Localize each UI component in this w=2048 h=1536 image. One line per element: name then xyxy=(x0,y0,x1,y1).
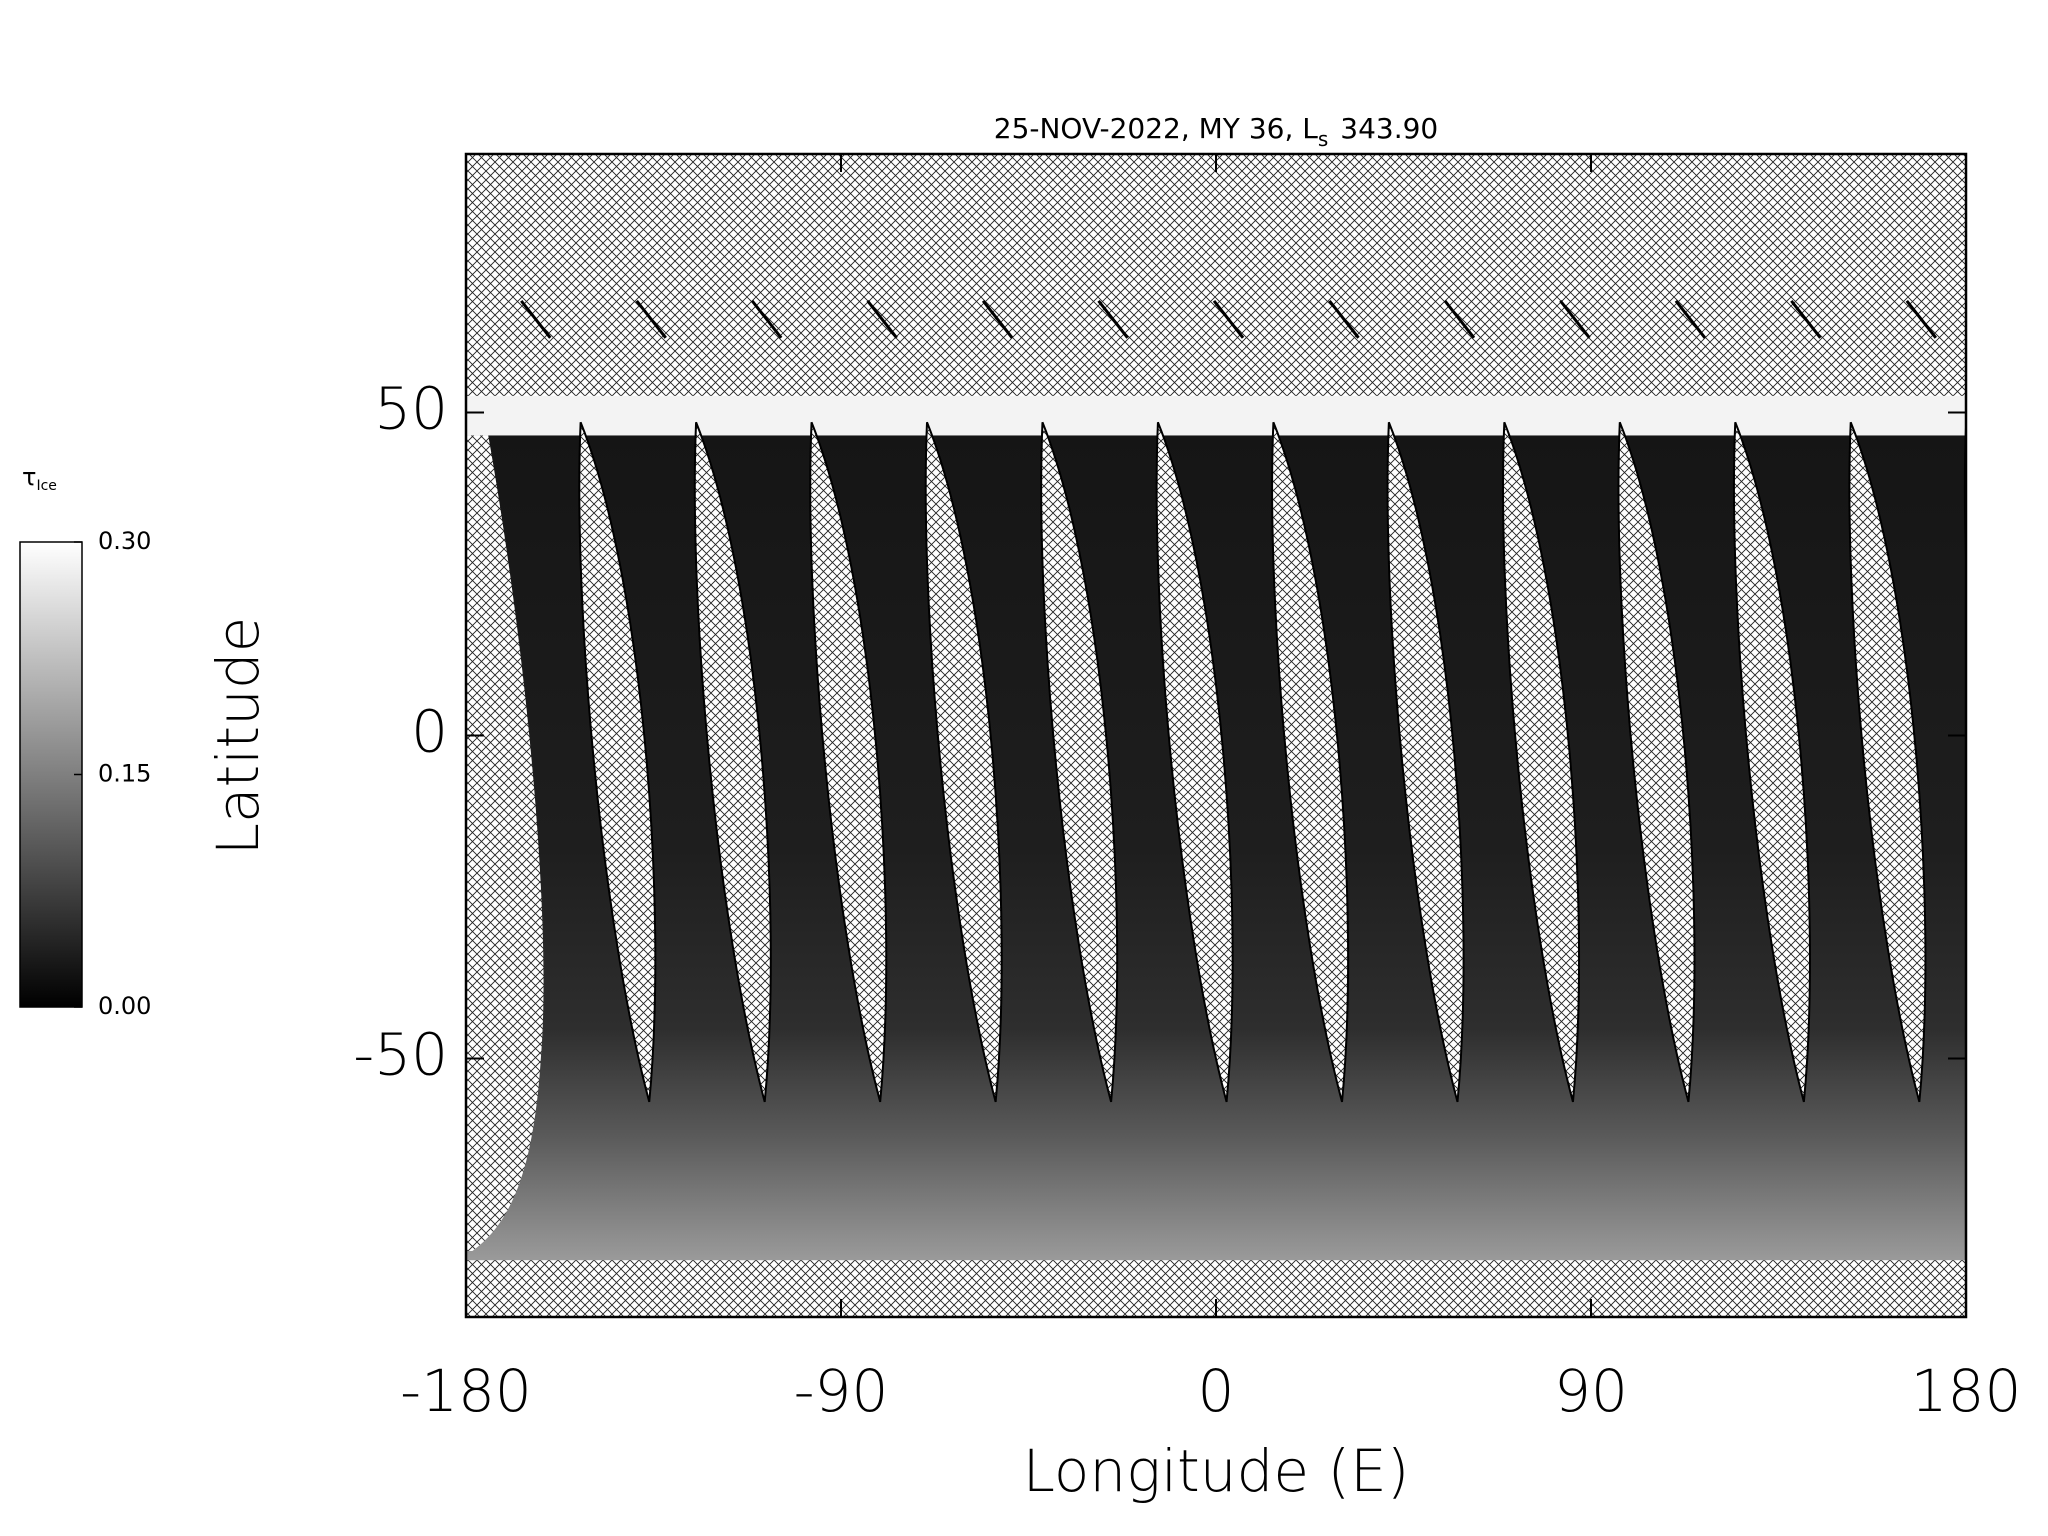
orbit-streak xyxy=(1212,299,1245,339)
swath-gap xyxy=(1848,421,1927,1103)
colorbar-tick-label: 0.15 xyxy=(98,760,151,788)
orbit-streak xyxy=(1097,299,1129,339)
orbit-streak xyxy=(1443,299,1476,339)
edge-gap xyxy=(466,435,544,1251)
swath-gap xyxy=(693,421,772,1103)
swath-gap xyxy=(1386,421,1465,1103)
swath-gap xyxy=(1271,421,1350,1103)
x-tick-label: 180 xyxy=(1911,1357,2022,1425)
swath-gap xyxy=(1963,422,1966,584)
colorbar-tick-label: 0.00 xyxy=(98,992,151,1020)
swath-gap xyxy=(1155,421,1234,1103)
y-axis-title: Latitude xyxy=(204,617,272,856)
orbit-streak xyxy=(981,299,1014,339)
swath-gap xyxy=(578,421,657,1103)
x-tick-label: -90 xyxy=(794,1357,889,1425)
chart-title: 25-NOV-2022, MY 36, Ls 343.90 xyxy=(994,112,1439,151)
x-tick-label: 0 xyxy=(1198,1357,1235,1425)
y-tick-label: 0 xyxy=(411,698,448,766)
orbit-streak xyxy=(1328,299,1360,339)
orbit-streak xyxy=(1790,299,1822,339)
y-tick-label: 50 xyxy=(374,374,448,442)
orbit-streak xyxy=(1674,299,1707,339)
orbit-streak xyxy=(1559,299,1591,339)
y-tick-label: -50 xyxy=(353,1021,448,1089)
x-axis-title: Longitude (E) xyxy=(1023,1437,1410,1505)
orbit-streak xyxy=(635,299,667,339)
swath-gap xyxy=(1732,421,1811,1103)
orbit-streak xyxy=(1905,299,1938,339)
plot-area xyxy=(466,154,1966,1317)
orbit-streak xyxy=(866,299,898,339)
colorbar-label: τIce xyxy=(22,463,57,494)
colorbar xyxy=(19,541,83,1008)
orbit-streak xyxy=(750,299,783,339)
swath-gap xyxy=(1502,421,1581,1103)
map-image xyxy=(466,154,1966,1317)
swath-gap xyxy=(1617,421,1696,1103)
swath-gap xyxy=(809,421,888,1103)
colorbar-tick-label: 0.30 xyxy=(98,527,151,555)
x-tick-label: -180 xyxy=(400,1357,532,1425)
orbit-streak xyxy=(520,299,552,339)
x-tick-label: 90 xyxy=(1554,1357,1628,1425)
swath-gap xyxy=(924,421,1003,1103)
swath-gap xyxy=(1040,421,1119,1103)
